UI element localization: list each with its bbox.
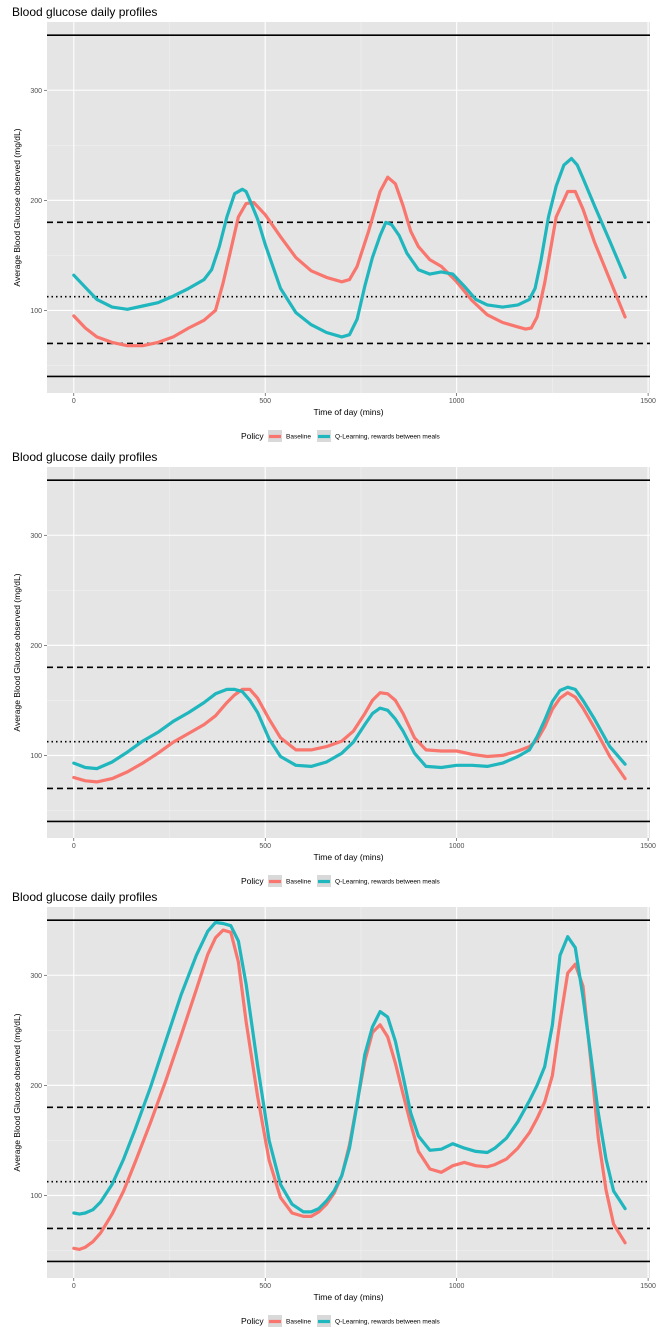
chart-panel-3: Blood glucose daily profiles 100 200 300 0 5… bbox=[0, 885, 660, 1327]
legend-key-baseline-label: Baseline bbox=[286, 879, 311, 886]
chart-title: Blood glucose daily profiles bbox=[12, 5, 158, 19]
y-tick-label: 300 bbox=[30, 88, 42, 95]
x-tick-label: 1500 bbox=[640, 1283, 656, 1290]
series-line-baseline bbox=[72, 175, 627, 348]
chart-panel-2: Blood glucose daily profiles 100 200 300 0 5… bbox=[0, 445, 660, 887]
y-tick-label: 200 bbox=[30, 643, 42, 650]
chart-plot-3: 100 200 300 0 500 1000 1500 Time of day (mins) A… bbox=[12, 907, 656, 1327]
y-axis-title: Average Blood Glucose observed (mg/dL) bbox=[12, 128, 22, 286]
legend-key-baseline-label: Baseline bbox=[286, 1319, 311, 1326]
legend-key-qlearning-label: Q-Learning, rewards between meals bbox=[335, 1319, 441, 1326]
chart-panel-1: Blood glucose daily profiles 100 200 300 0 5… bbox=[0, 0, 660, 442]
x-tick-label: 1000 bbox=[449, 398, 465, 405]
legend-title: Policy bbox=[241, 1316, 264, 1326]
y-tick-label: 300 bbox=[30, 973, 42, 980]
x-axis-title: Time of day (mins) bbox=[313, 852, 383, 862]
y-tick-label: 200 bbox=[30, 1083, 42, 1090]
chart-plot-1: 100 200 300 0 500 1000 1500 Time of day (mins) A… bbox=[12, 22, 656, 442]
x-tick-label: 1500 bbox=[640, 843, 656, 850]
legend-title: Policy bbox=[241, 431, 264, 441]
legend-title: Policy bbox=[241, 876, 264, 886]
x-tick-label: 0 bbox=[72, 398, 76, 405]
series-line-qlearning bbox=[72, 685, 627, 771]
series-line-baseline bbox=[72, 687, 627, 784]
x-tick-label: 0 bbox=[72, 1283, 76, 1290]
y-tick-label: 100 bbox=[30, 308, 42, 315]
y-tick-label: 200 bbox=[30, 198, 42, 205]
y-tick-label: 100 bbox=[30, 753, 42, 760]
y-axis-title: Average Blood Glucose observed (mg/dL) bbox=[12, 573, 22, 731]
chart-title: Blood glucose daily profiles bbox=[12, 890, 158, 904]
chart-title: Blood glucose daily profiles bbox=[12, 450, 158, 464]
x-tick-label: 500 bbox=[259, 1283, 271, 1290]
plot-panel bbox=[47, 467, 650, 838]
legend-key-qlearning-label: Q-Learning, rewards between meals bbox=[335, 434, 441, 441]
x-tick-label: 500 bbox=[259, 398, 271, 405]
x-axis-title: Time of day (mins) bbox=[313, 1292, 383, 1302]
x-tick-label: 1000 bbox=[449, 843, 465, 850]
x-axis-title: Time of day (mins) bbox=[313, 407, 383, 417]
series-line-qlearning bbox=[72, 920, 627, 1216]
y-tick-label: 100 bbox=[30, 1193, 42, 1200]
legend-key-baseline-label: Baseline bbox=[286, 434, 311, 441]
x-tick-label: 0 bbox=[72, 843, 76, 850]
x-tick-label: 1000 bbox=[449, 1283, 465, 1290]
y-tick-label: 300 bbox=[30, 533, 42, 540]
legend-key-qlearning-label: Q-Learning, rewards between meals bbox=[335, 879, 441, 886]
x-tick-label: 1500 bbox=[640, 398, 656, 405]
y-axis-title: Average Blood Glucose observed (mg/dL) bbox=[12, 1013, 22, 1171]
x-tick-label: 500 bbox=[259, 843, 271, 850]
chart-plot-2: 100 200 300 0 500 1000 1500 Time of day (mins) A… bbox=[12, 467, 656, 887]
series-line-qlearning bbox=[72, 156, 627, 339]
